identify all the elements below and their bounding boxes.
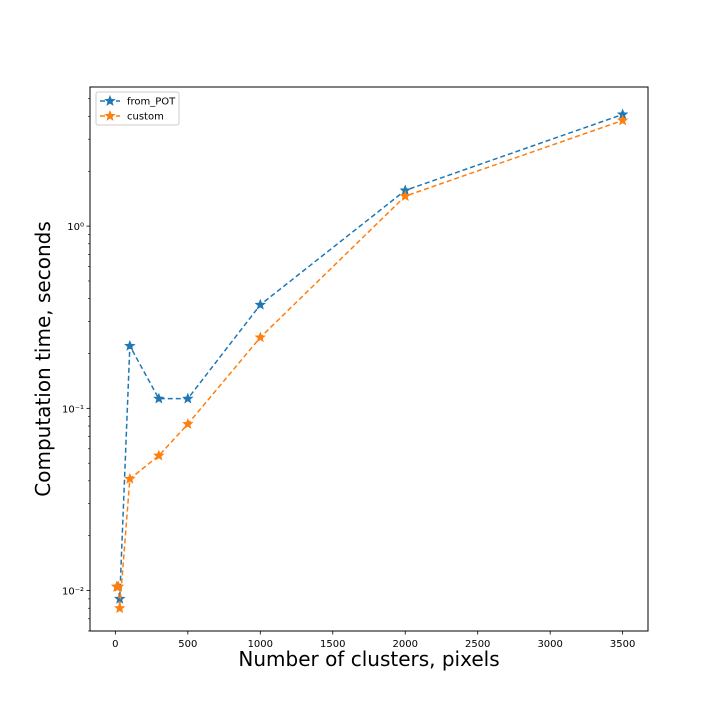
y-tick-label: 10⁻¹ (62, 404, 84, 415)
x-axis-ticks: 0 500 1000 1500 2000 2500 3000 3500 (112, 631, 635, 650)
plot-area (89, 86, 649, 632)
x-tick-label: 3500 (610, 639, 635, 650)
y-axis-title: Computation time, seconds (31, 221, 55, 496)
x-tick-label: 500 (178, 639, 197, 650)
data-point-custom (182, 418, 194, 429)
series-line-custom (116, 119, 623, 609)
x-axis-title: Number of clusters, pixels (238, 647, 499, 671)
axes-frame (89, 86, 649, 632)
legend-label-custom: custom (127, 112, 164, 123)
data-point-custom (616, 114, 629, 126)
legend-label-from-pot: from_POT (127, 97, 176, 108)
series-layer (111, 108, 629, 614)
data-point-custom (124, 472, 136, 484)
data-point-from-pot (114, 592, 126, 604)
legend-marker-from-pot (104, 95, 116, 106)
y-tick-label: 10⁻² (62, 587, 84, 598)
data-point-custom (153, 449, 165, 461)
data-point-custom (112, 580, 124, 592)
x-tick-label: 1000 (248, 639, 273, 650)
x-tick-label: 2500 (465, 639, 490, 650)
data-point-from-pot (153, 392, 165, 404)
data-point-custom (254, 331, 267, 343)
y-tick-label: 10⁰ (67, 222, 84, 233)
x-tick-label: 1500 (320, 639, 345, 650)
x-tick-label: 3000 (537, 639, 562, 650)
data-point-custom (399, 190, 411, 202)
data-point-from-pot (254, 298, 267, 310)
data-point-from-pot (399, 184, 411, 196)
y-axis-ticks: 10⁻² 10⁻¹ 10⁰ (62, 98, 90, 632)
legend: from_POT custom (95, 91, 180, 126)
x-tick-label: 0 (112, 639, 118, 650)
data-point-from-pot (182, 392, 194, 404)
data-point-from-pot (124, 339, 136, 351)
legend-marker-custom (104, 110, 116, 121)
x-tick-label: 2000 (393, 639, 418, 650)
data-point-custom (114, 602, 126, 614)
data-point-from-pot (616, 108, 629, 120)
